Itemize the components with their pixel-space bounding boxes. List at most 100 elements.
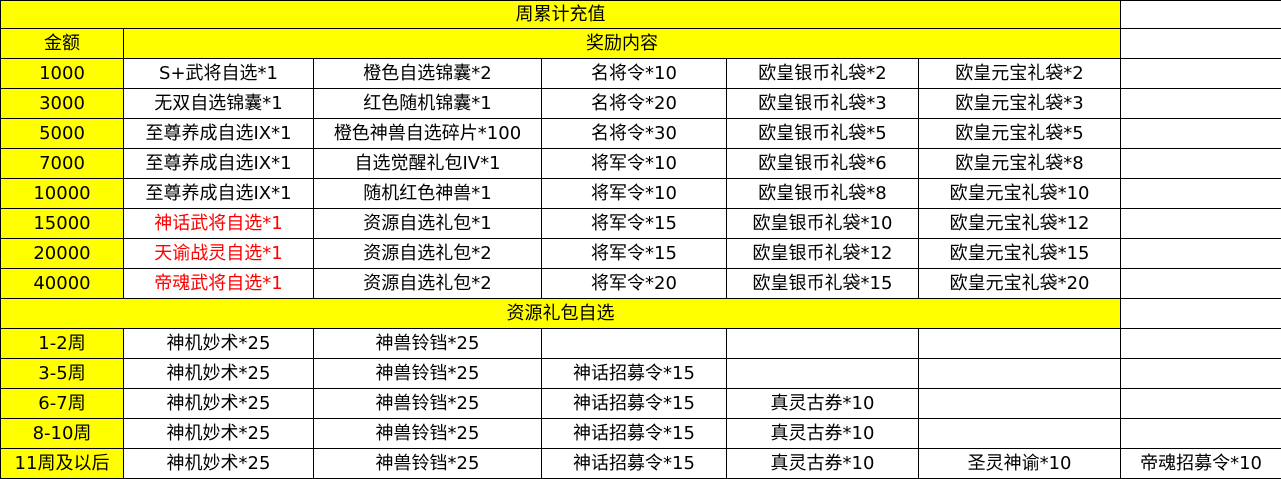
week-cell[interactable]: 6-7周 [1,389,124,419]
week-cell[interactable]: 3-5周 [1,359,124,389]
pack-option-cell[interactable]: 神兽铃铛*25 [314,329,542,359]
week-cell[interactable]: 11周及以后 [1,449,124,479]
reward-cell[interactable]: 欧皇银币礼袋*10 [727,209,919,239]
pack-option-cell[interactable] [919,359,1121,389]
empty-cell[interactable] [1121,239,1281,269]
pack-option-cell[interactable] [1121,389,1281,419]
rewards-header: 奖励内容 [124,29,1121,59]
pack-option-cell[interactable]: 神兽铃铛*25 [314,419,542,449]
pack-option-cell[interactable] [1121,419,1281,449]
amount-cell[interactable]: 40000 [1,269,124,299]
pack-option-cell[interactable] [1121,359,1281,389]
reward-cell[interactable]: 自选觉醒礼包IV*1 [314,149,542,179]
pack-option-cell[interactable]: 神话招募令*15 [542,389,727,419]
amount-header: 金额 [1,29,124,59]
reward-cell[interactable]: 欧皇银币礼袋*2 [727,59,919,89]
reward-cell[interactable]: 至尊养成自选IX*1 [124,149,314,179]
pack-option-cell[interactable] [727,359,919,389]
pack-option-cell[interactable]: 真灵古券*10 [727,389,919,419]
week-cell[interactable]: 8-10周 [1,419,124,449]
reward-cell[interactable]: 至尊养成自选IX*1 [124,179,314,209]
pack-option-cell[interactable] [919,389,1121,419]
reward-cell[interactable]: 欧皇银币礼袋*5 [727,119,919,149]
reward-cell[interactable]: 欧皇银币礼袋*15 [727,269,919,299]
pack-option-cell[interactable] [542,329,727,359]
empty-cell[interactable] [1121,1,1281,29]
reward-cell[interactable]: 随机红色神兽*1 [314,179,542,209]
reward-cell[interactable]: 至尊养成自选IX*1 [124,119,314,149]
reward-cell[interactable]: 无双自选锦囊*1 [124,89,314,119]
reward-cell[interactable]: 将军令*15 [542,209,727,239]
reward-cell[interactable]: 欧皇银币礼袋*6 [727,149,919,179]
empty-cell[interactable] [1121,299,1281,329]
week-cell[interactable]: 1-2周 [1,329,124,359]
pack-option-cell[interactable]: 神兽铃铛*25 [314,359,542,389]
reward-cell[interactable]: 欧皇银币礼袋*3 [727,89,919,119]
amount-cell[interactable]: 20000 [1,239,124,269]
amount-cell[interactable]: 3000 [1,89,124,119]
pack-option-cell[interactable]: 真灵古券*10 [727,419,919,449]
reward-cell[interactable]: 橙色自选锦囊*2 [314,59,542,89]
pack-option-cell[interactable]: 神兽铃铛*25 [314,449,542,479]
pack-option-cell[interactable]: 神机妙术*25 [124,359,314,389]
empty-cell[interactable] [1121,89,1281,119]
reward-cell[interactable]: 欧皇元宝礼袋*2 [919,59,1121,89]
reward-cell[interactable]: 欧皇银币礼袋*12 [727,239,919,269]
amount-cell[interactable]: 1000 [1,59,124,89]
reward-cell[interactable]: 欧皇元宝礼袋*20 [919,269,1121,299]
empty-cell[interactable] [1121,59,1281,89]
reward-cell[interactable]: 帝魂武将自选*1 [124,269,314,299]
reward-cell[interactable]: 将军令*10 [542,149,727,179]
pack-option-cell[interactable]: 神话招募令*15 [542,359,727,389]
pack-option-cell[interactable]: 神机妙术*25 [124,389,314,419]
empty-cell[interactable] [1121,149,1281,179]
reward-cell[interactable]: 将军令*10 [542,179,727,209]
reward-cell[interactable]: 名将令*20 [542,89,727,119]
empty-cell[interactable] [1121,179,1281,209]
pack-option-cell[interactable]: 神机妙术*25 [124,419,314,449]
pack-option-cell[interactable]: 神话招募令*15 [542,449,727,479]
pack-option-cell[interactable] [727,329,919,359]
empty-cell[interactable] [1121,209,1281,239]
amount-cell[interactable]: 15000 [1,209,124,239]
reward-cell[interactable]: S+武将自选*1 [124,59,314,89]
amount-cell[interactable]: 7000 [1,149,124,179]
reward-cell[interactable]: 天谕战灵自选*1 [124,239,314,269]
pack-option-cell[interactable]: 神机妙术*25 [124,329,314,359]
pack-option-cell[interactable]: 真灵古券*10 [727,449,919,479]
reward-cell[interactable]: 将军令*20 [542,269,727,299]
reward-cell[interactable]: 名将令*30 [542,119,727,149]
empty-cell[interactable] [1121,269,1281,299]
empty-cell[interactable] [1121,29,1281,59]
pack-option-cell[interactable]: 圣灵神谕*10 [919,449,1121,479]
reward-cell[interactable]: 欧皇元宝礼袋*5 [919,119,1121,149]
amount-cell[interactable]: 10000 [1,179,124,209]
reward-cell[interactable]: 欧皇元宝礼袋*3 [919,89,1121,119]
reward-cell[interactable]: 欧皇元宝礼袋*12 [919,209,1121,239]
reward-cell[interactable]: 欧皇银币礼袋*8 [727,179,919,209]
reward-cell[interactable]: 橙色神兽自选碎片*100 [314,119,542,149]
reward-cell[interactable]: 资源自选礼包*1 [314,209,542,239]
reward-cell[interactable]: 神话武将自选*1 [124,209,314,239]
pack-option-cell[interactable]: 神机妙术*25 [124,449,314,479]
amount-cell[interactable]: 5000 [1,119,124,149]
reward-cell[interactable]: 欧皇元宝礼袋*15 [919,239,1121,269]
reward-cell[interactable]: 欧皇元宝礼袋*8 [919,149,1121,179]
reward-cell[interactable]: 红色随机锦囊*1 [314,89,542,119]
reward-cell[interactable]: 名将令*10 [542,59,727,89]
pack-option-cell[interactable]: 帝魂招募令*10 [1121,449,1281,479]
section-title[interactable]: 资源礼包自选 [1,299,1121,329]
pack-option-cell[interactable]: 神话招募令*15 [542,419,727,449]
reward-cell[interactable]: 资源自选礼包*2 [314,269,542,299]
reward-cell[interactable]: 资源自选礼包*2 [314,239,542,269]
pack-option-cell[interactable] [919,419,1121,449]
empty-cell[interactable] [1121,119,1281,149]
reward-cell[interactable]: 欧皇元宝礼袋*10 [919,179,1121,209]
pack-option-cell[interactable] [1121,329,1281,359]
reward-cell[interactable]: 将军令*15 [542,239,727,269]
pack-option-cell[interactable]: 神兽铃铛*25 [314,389,542,419]
pack-option-cell[interactable] [919,329,1121,359]
